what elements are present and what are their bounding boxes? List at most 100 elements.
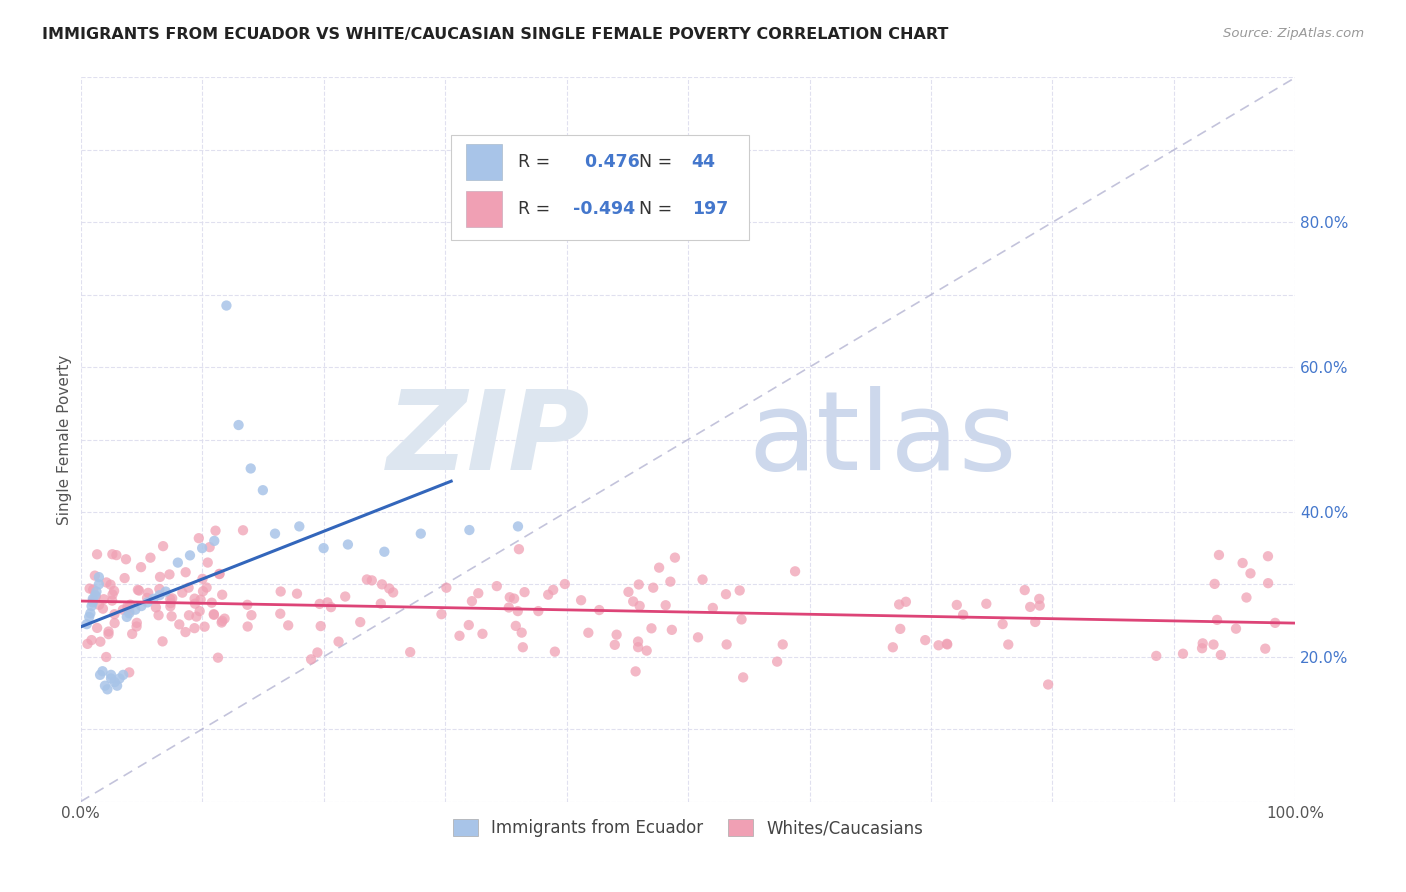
Point <box>191 541 214 555</box>
Point <box>1257 549 1279 564</box>
Point <box>115 552 138 566</box>
Point <box>232 523 254 537</box>
Point <box>471 627 494 641</box>
Point <box>360 574 382 588</box>
Point <box>624 665 647 679</box>
Point <box>914 633 936 648</box>
Point <box>1264 615 1286 630</box>
Point <box>86 621 108 635</box>
Point <box>145 600 167 615</box>
Point <box>648 560 671 574</box>
Point <box>336 537 359 551</box>
Point <box>328 634 350 648</box>
Point <box>461 594 484 608</box>
Point <box>115 610 138 624</box>
Point <box>508 542 530 557</box>
Point <box>194 620 217 634</box>
Point <box>159 567 181 582</box>
Point <box>202 607 225 622</box>
Point <box>1028 599 1050 613</box>
Point <box>184 597 207 611</box>
Point <box>554 577 576 591</box>
Point <box>382 585 405 599</box>
Point <box>208 566 231 581</box>
Point <box>159 592 181 607</box>
Text: R =: R = <box>517 200 550 218</box>
Point <box>87 577 110 591</box>
Point <box>236 598 259 612</box>
Point <box>640 621 662 635</box>
Point <box>606 628 628 642</box>
Point <box>702 601 724 615</box>
Point <box>104 675 127 690</box>
Point <box>889 622 911 636</box>
Point <box>160 609 183 624</box>
Point <box>1254 641 1277 656</box>
Point <box>96 682 118 697</box>
Point <box>80 599 103 613</box>
Point <box>125 619 148 633</box>
Point <box>112 668 135 682</box>
Point <box>100 672 122 686</box>
Point <box>148 608 170 623</box>
Point <box>93 592 115 607</box>
Point <box>264 526 287 541</box>
FancyBboxPatch shape <box>451 136 749 240</box>
Point <box>270 584 292 599</box>
Point <box>101 547 124 561</box>
Point <box>101 593 124 607</box>
Point <box>309 619 332 633</box>
Point <box>356 573 378 587</box>
Point <box>105 548 128 562</box>
Point <box>136 586 159 600</box>
Point <box>976 597 998 611</box>
Point <box>434 581 457 595</box>
Point <box>208 567 231 582</box>
Text: -0.494: -0.494 <box>572 200 634 218</box>
Point <box>370 597 392 611</box>
Point <box>202 607 225 622</box>
Point <box>659 574 682 589</box>
Point <box>204 524 226 538</box>
Point <box>636 643 658 657</box>
Point <box>160 591 183 606</box>
Point <box>191 572 214 586</box>
Point <box>125 615 148 630</box>
Point <box>82 582 104 597</box>
Point <box>285 587 308 601</box>
Point <box>1257 576 1279 591</box>
Point <box>86 584 108 599</box>
Point <box>236 619 259 633</box>
Point <box>177 608 200 623</box>
Point <box>316 595 339 609</box>
Text: ZIP: ZIP <box>388 386 591 493</box>
Point <box>86 547 108 561</box>
Point <box>172 585 194 599</box>
Point <box>83 568 105 582</box>
Point <box>621 594 644 608</box>
Point <box>277 618 299 632</box>
Text: 44: 44 <box>692 153 716 170</box>
Point <box>307 645 329 659</box>
Point <box>1232 556 1254 570</box>
Point <box>89 668 111 682</box>
Point <box>142 591 165 606</box>
Point <box>114 571 136 585</box>
Point <box>643 581 665 595</box>
Point <box>576 625 599 640</box>
Point <box>661 623 683 637</box>
Legend: Immigrants from Ecuador, Whites/Caucasians: Immigrants from Ecuador, Whites/Caucasia… <box>446 813 929 844</box>
Point <box>103 583 125 598</box>
Point <box>211 615 233 630</box>
Point <box>197 556 219 570</box>
Point <box>373 545 395 559</box>
Point <box>378 582 401 596</box>
Point <box>169 617 191 632</box>
Point <box>628 599 651 613</box>
Text: atlas: atlas <box>749 386 1018 493</box>
Point <box>783 564 806 578</box>
Point <box>127 582 149 597</box>
Point <box>1204 577 1226 591</box>
Point <box>84 588 107 602</box>
Y-axis label: Single Female Poverty: Single Female Poverty <box>58 354 72 524</box>
